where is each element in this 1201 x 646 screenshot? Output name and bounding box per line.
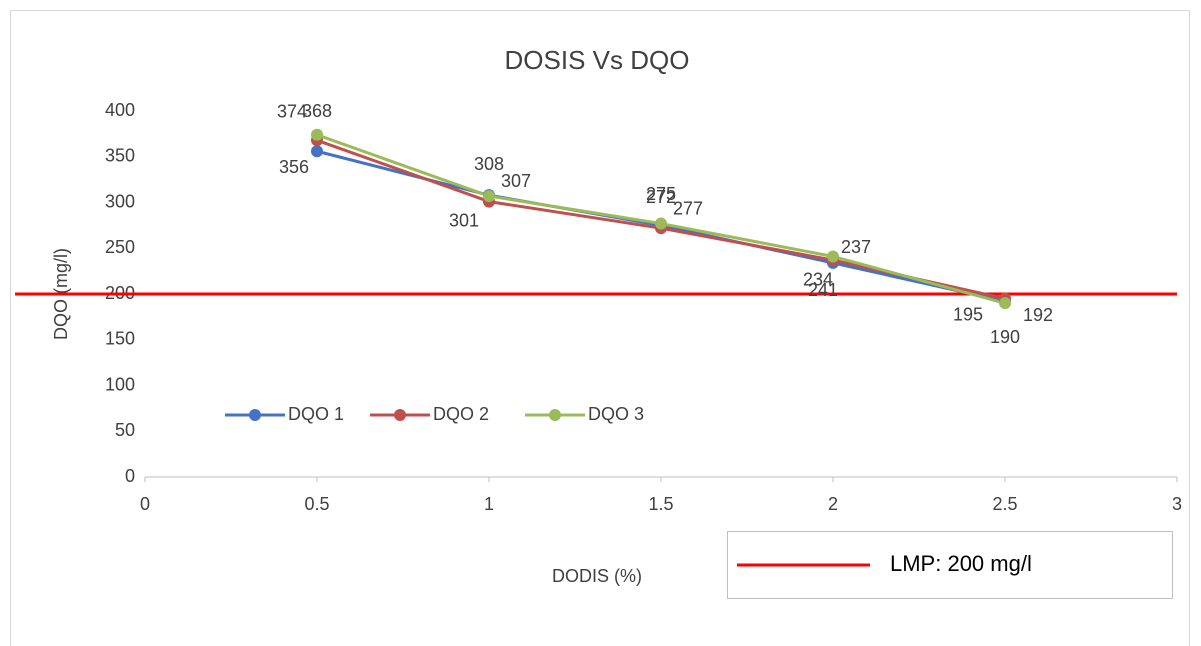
data-label: 234 [803,270,833,290]
x-tick-label: 2.5 [992,494,1017,514]
x-axis-label: DODIS (%) [552,566,642,586]
legend-label: DQO 3 [588,404,644,424]
data-label: 356 [279,157,309,177]
data-label: 277 [673,198,703,218]
data-label: 272 [646,187,676,207]
marker [999,297,1011,310]
marker [483,190,495,203]
legend-marker [394,409,406,421]
y-tick-label: 250 [105,237,135,257]
marker [827,250,839,263]
data-label: 374 [277,102,307,122]
y-tick-label: 150 [105,329,135,349]
x-tick-label: 1.5 [648,494,673,514]
data-label: 368 [302,101,332,121]
data-label: 301 [449,210,479,230]
marker [311,128,323,141]
legend-marker [249,409,261,421]
data-label: 241 [808,280,838,300]
reference-legend-label: LMP: 200 mg/l [890,551,1032,576]
data-label: 307 [501,171,531,191]
legend-marker [549,409,561,421]
data-label: 190 [990,327,1020,347]
data-label: 275 [646,184,676,204]
legend-label: DQO 2 [433,404,489,424]
x-tick-label: 0.5 [304,494,329,514]
x-tick-label: 3 [1172,494,1182,514]
marker [655,217,667,230]
x-tick-label: 2 [828,494,838,514]
data-label: 192 [1023,305,1053,325]
data-label: 195 [953,304,983,324]
x-tick-label: 0 [140,494,150,514]
y-tick-label: 400 [105,100,135,120]
data-label: 237 [841,237,871,257]
y-tick-label: 100 [105,374,135,394]
y-tick-label: 50 [115,420,135,440]
chart-title: DOSIS Vs DQO [505,45,690,75]
y-tick-label: 350 [105,146,135,166]
y-tick-label: 300 [105,191,135,211]
y-tick-label: 0 [125,466,135,486]
marker [311,145,323,158]
x-tick-label: 1 [484,494,494,514]
legend-label: DQO 1 [288,404,344,424]
data-label: 308 [474,154,504,174]
